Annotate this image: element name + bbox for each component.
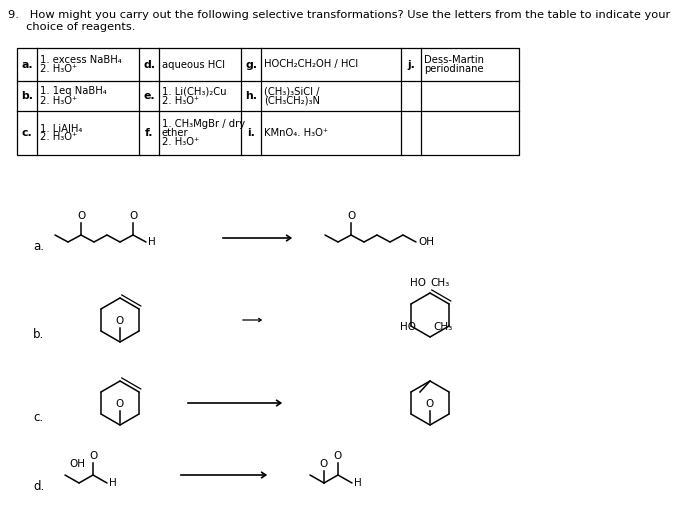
Text: a.: a. — [21, 59, 33, 69]
Text: e.: e. — [143, 91, 155, 101]
Text: 1. 1eq NaBH₄: 1. 1eq NaBH₄ — [40, 86, 107, 97]
Text: b.: b. — [21, 91, 33, 101]
Text: 1. Li(CH₃)₂Cu: 1. Li(CH₃)₂Cu — [162, 86, 227, 97]
Text: O: O — [129, 211, 137, 221]
Text: d.: d. — [33, 480, 45, 493]
Text: 1. CH₃MgBr / dry: 1. CH₃MgBr / dry — [162, 119, 245, 129]
Text: g.: g. — [245, 59, 257, 69]
Text: (CH₃)₃SiCl /: (CH₃)₃SiCl / — [264, 86, 319, 97]
Text: h.: h. — [245, 91, 257, 101]
Text: CH₃: CH₃ — [433, 322, 452, 332]
Text: j.: j. — [407, 59, 415, 69]
Bar — [17, 48, 519, 155]
Text: O: O — [116, 399, 124, 409]
Text: i.: i. — [247, 128, 255, 138]
Text: Dess-Martin: Dess-Martin — [424, 55, 484, 65]
Text: b.: b. — [33, 328, 45, 341]
Text: ether: ether — [162, 128, 188, 138]
Text: 2. H₃O⁺: 2. H₃O⁺ — [162, 137, 199, 147]
Text: HO: HO — [410, 278, 426, 288]
Text: H: H — [148, 237, 156, 247]
Text: c.: c. — [22, 128, 32, 138]
Text: 2. H₃O⁺: 2. H₃O⁺ — [162, 96, 199, 105]
Text: O: O — [334, 451, 342, 461]
Text: 2. H₃O⁺: 2. H₃O⁺ — [40, 64, 77, 74]
Text: O: O — [320, 459, 328, 469]
Text: aqueous HCl: aqueous HCl — [162, 59, 225, 69]
Text: 2. H₃O⁺: 2. H₃O⁺ — [40, 132, 77, 143]
Text: O: O — [89, 451, 97, 461]
Text: KMnO₄. H₃O⁺: KMnO₄. H₃O⁺ — [264, 128, 328, 138]
Text: 2. H₃O⁺: 2. H₃O⁺ — [40, 96, 77, 105]
Text: OH: OH — [418, 237, 434, 247]
Text: O: O — [426, 399, 434, 409]
Text: O: O — [347, 211, 355, 221]
Text: OH: OH — [69, 459, 85, 469]
Text: 9.   How might you carry out the following selective transformations? Use the le: 9. How might you carry out the following… — [8, 10, 670, 20]
Text: 1. LiAlH₄: 1. LiAlH₄ — [40, 124, 82, 133]
Text: H: H — [354, 478, 362, 488]
Text: f.: f. — [144, 128, 153, 138]
Text: H: H — [109, 478, 117, 488]
Text: HOCH₂CH₂OH / HCl: HOCH₂CH₂OH / HCl — [264, 59, 358, 69]
Text: 1. excess NaBH₄: 1. excess NaBH₄ — [40, 55, 122, 65]
Text: periodinane: periodinane — [424, 64, 483, 74]
Text: c.: c. — [33, 411, 43, 424]
Text: HO: HO — [400, 322, 416, 332]
Text: a.: a. — [33, 240, 44, 253]
Text: (CH₃CH₂)₃N: (CH₃CH₂)₃N — [264, 96, 320, 105]
Text: O: O — [116, 316, 124, 326]
Text: d.: d. — [143, 59, 155, 69]
Text: CH₃: CH₃ — [430, 278, 450, 288]
Text: O: O — [77, 211, 85, 221]
Text: choice of reagents.: choice of reagents. — [8, 22, 136, 32]
